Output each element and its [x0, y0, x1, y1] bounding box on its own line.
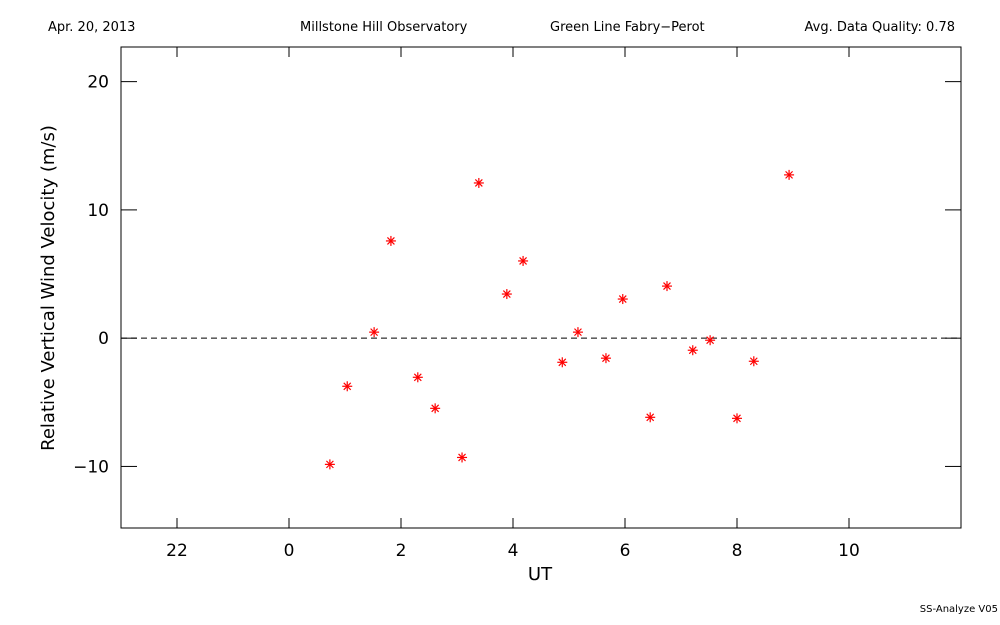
point-stroke — [386, 237, 395, 245]
point — [518, 255, 529, 266]
point — [473, 177, 484, 188]
point — [617, 294, 628, 305]
x-axis-label: UT — [528, 564, 553, 585]
x-tick-label: 4 — [508, 541, 519, 561]
point-stroke — [370, 328, 379, 337]
plot-frame — [120, 46, 962, 529]
point — [687, 345, 698, 356]
point — [784, 169, 795, 180]
point-stroke — [574, 328, 582, 337]
point — [572, 327, 583, 338]
point — [324, 459, 335, 470]
point — [412, 372, 423, 383]
header-quality: Avg. Data Quality: 0.78 — [805, 20, 955, 35]
point-stroke — [431, 404, 440, 413]
point-stroke — [663, 282, 671, 291]
x-tick-label: 6 — [620, 541, 631, 561]
point-stroke — [325, 460, 334, 469]
point — [342, 381, 353, 392]
point — [645, 412, 656, 423]
point-stroke — [558, 358, 567, 367]
point — [732, 413, 742, 424]
x-tick-label: 8 — [732, 541, 743, 561]
x-tick-label: 2 — [396, 541, 407, 561]
x-tick-label: 22 — [166, 541, 188, 561]
point — [430, 403, 441, 414]
point — [662, 281, 672, 292]
point-stroke — [458, 453, 466, 462]
x-tick-label: 10 — [838, 541, 860, 561]
point — [501, 289, 512, 300]
point-stroke — [502, 290, 511, 298]
point-stroke — [688, 346, 697, 355]
y-axis-label: Relative Vertical Wind Velocity (m/s) — [38, 125, 59, 451]
point-stroke — [618, 295, 627, 303]
point — [705, 335, 716, 346]
point-stroke — [519, 257, 528, 265]
point-stroke — [733, 414, 741, 423]
point-stroke — [706, 336, 715, 345]
footer: SS-Analyze V05 — [920, 604, 998, 615]
header-date: Apr. 20, 2013 — [48, 20, 135, 35]
y-tick-label: −10 — [73, 457, 109, 477]
point — [748, 356, 759, 367]
point — [457, 452, 468, 463]
y-tick-label: 20 — [87, 73, 109, 93]
y-tick-label: 0 — [98, 329, 109, 349]
point-stroke — [474, 179, 483, 187]
point — [385, 235, 396, 246]
point-stroke — [646, 413, 655, 422]
point — [369, 327, 380, 338]
point-stroke — [343, 382, 352, 391]
header-instrument: Green Line Fabry−Perot — [550, 20, 705, 35]
point-stroke — [785, 170, 794, 179]
x-tick-label: 0 — [284, 541, 295, 561]
point — [600, 353, 611, 364]
point-stroke — [602, 354, 610, 363]
y-tick-label: 10 — [87, 201, 109, 221]
point-stroke — [413, 373, 422, 382]
header-site: Millstone Hill Observatory — [300, 20, 468, 35]
point — [557, 357, 568, 368]
point-stroke — [749, 357, 758, 366]
